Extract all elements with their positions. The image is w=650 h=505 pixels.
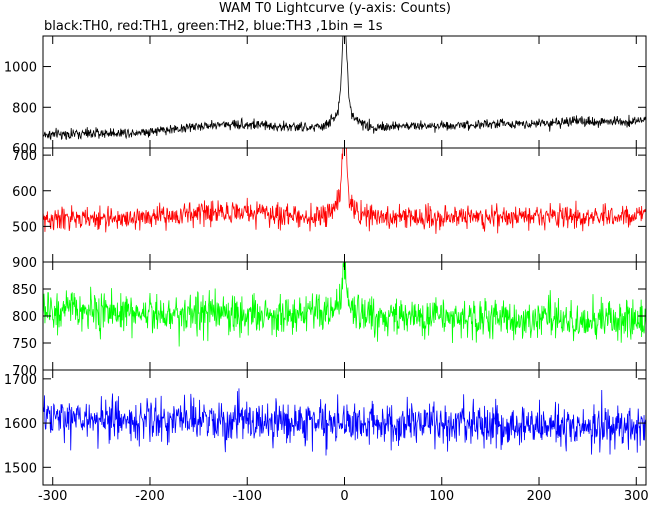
chart-title: WAM T0 Lightcurve (y-axis: Counts) bbox=[219, 1, 451, 16]
x-tick-label: -300 bbox=[38, 489, 68, 504]
y-tick-label: 800 bbox=[12, 101, 37, 116]
y-tick-label: 600 bbox=[12, 142, 37, 157]
y-tick-label: 500 bbox=[12, 220, 37, 235]
y-tick-label: 600 bbox=[12, 185, 37, 200]
panel-frame bbox=[42, 147, 647, 263]
panel-th2: 700 750 800 850 900 bbox=[12, 256, 647, 379]
y-tick-label: 1000 bbox=[4, 61, 37, 76]
y-tick-label: 1600 bbox=[4, 417, 37, 432]
panels-group: 6008001000500600700700750800850900150016… bbox=[4, 35, 647, 486]
x-tick-label: -100 bbox=[232, 489, 262, 504]
y-tick-label: 800 bbox=[12, 310, 37, 325]
panel-frame bbox=[42, 35, 647, 149]
y-tick-label: 1700 bbox=[4, 373, 37, 388]
x-tick-label: 100 bbox=[429, 489, 454, 504]
y-tick-label: 850 bbox=[12, 283, 37, 298]
panel-th3: 1500 1600 1700 bbox=[4, 369, 647, 486]
series-line-th3 bbox=[43, 388, 646, 456]
y-tick-label: 900 bbox=[12, 256, 37, 271]
chart-subtitle: black:TH0, red:TH1, green:TH2, blue:TH3 … bbox=[44, 19, 383, 34]
series-line-th2 bbox=[43, 262, 646, 347]
y-tick-label: 700 bbox=[12, 149, 37, 164]
x-axis: -300 -200 -100 0 100 200 300 bbox=[38, 489, 649, 504]
panel-th0: 600 800 1000 bbox=[4, 35, 647, 157]
x-tick-label: 0 bbox=[340, 489, 348, 504]
x-tick-label: -200 bbox=[135, 489, 165, 504]
panel-th1: 500 600 700 bbox=[12, 147, 647, 263]
series-line-th0 bbox=[43, 36, 646, 141]
y-tick-label: 700 bbox=[12, 364, 37, 379]
x-tick-label: 200 bbox=[527, 489, 552, 504]
y-tick-label: 750 bbox=[12, 337, 37, 352]
series-line-th1 bbox=[43, 148, 646, 234]
x-tick-label: 300 bbox=[624, 489, 649, 504]
y-tick-label: 1500 bbox=[4, 461, 37, 476]
